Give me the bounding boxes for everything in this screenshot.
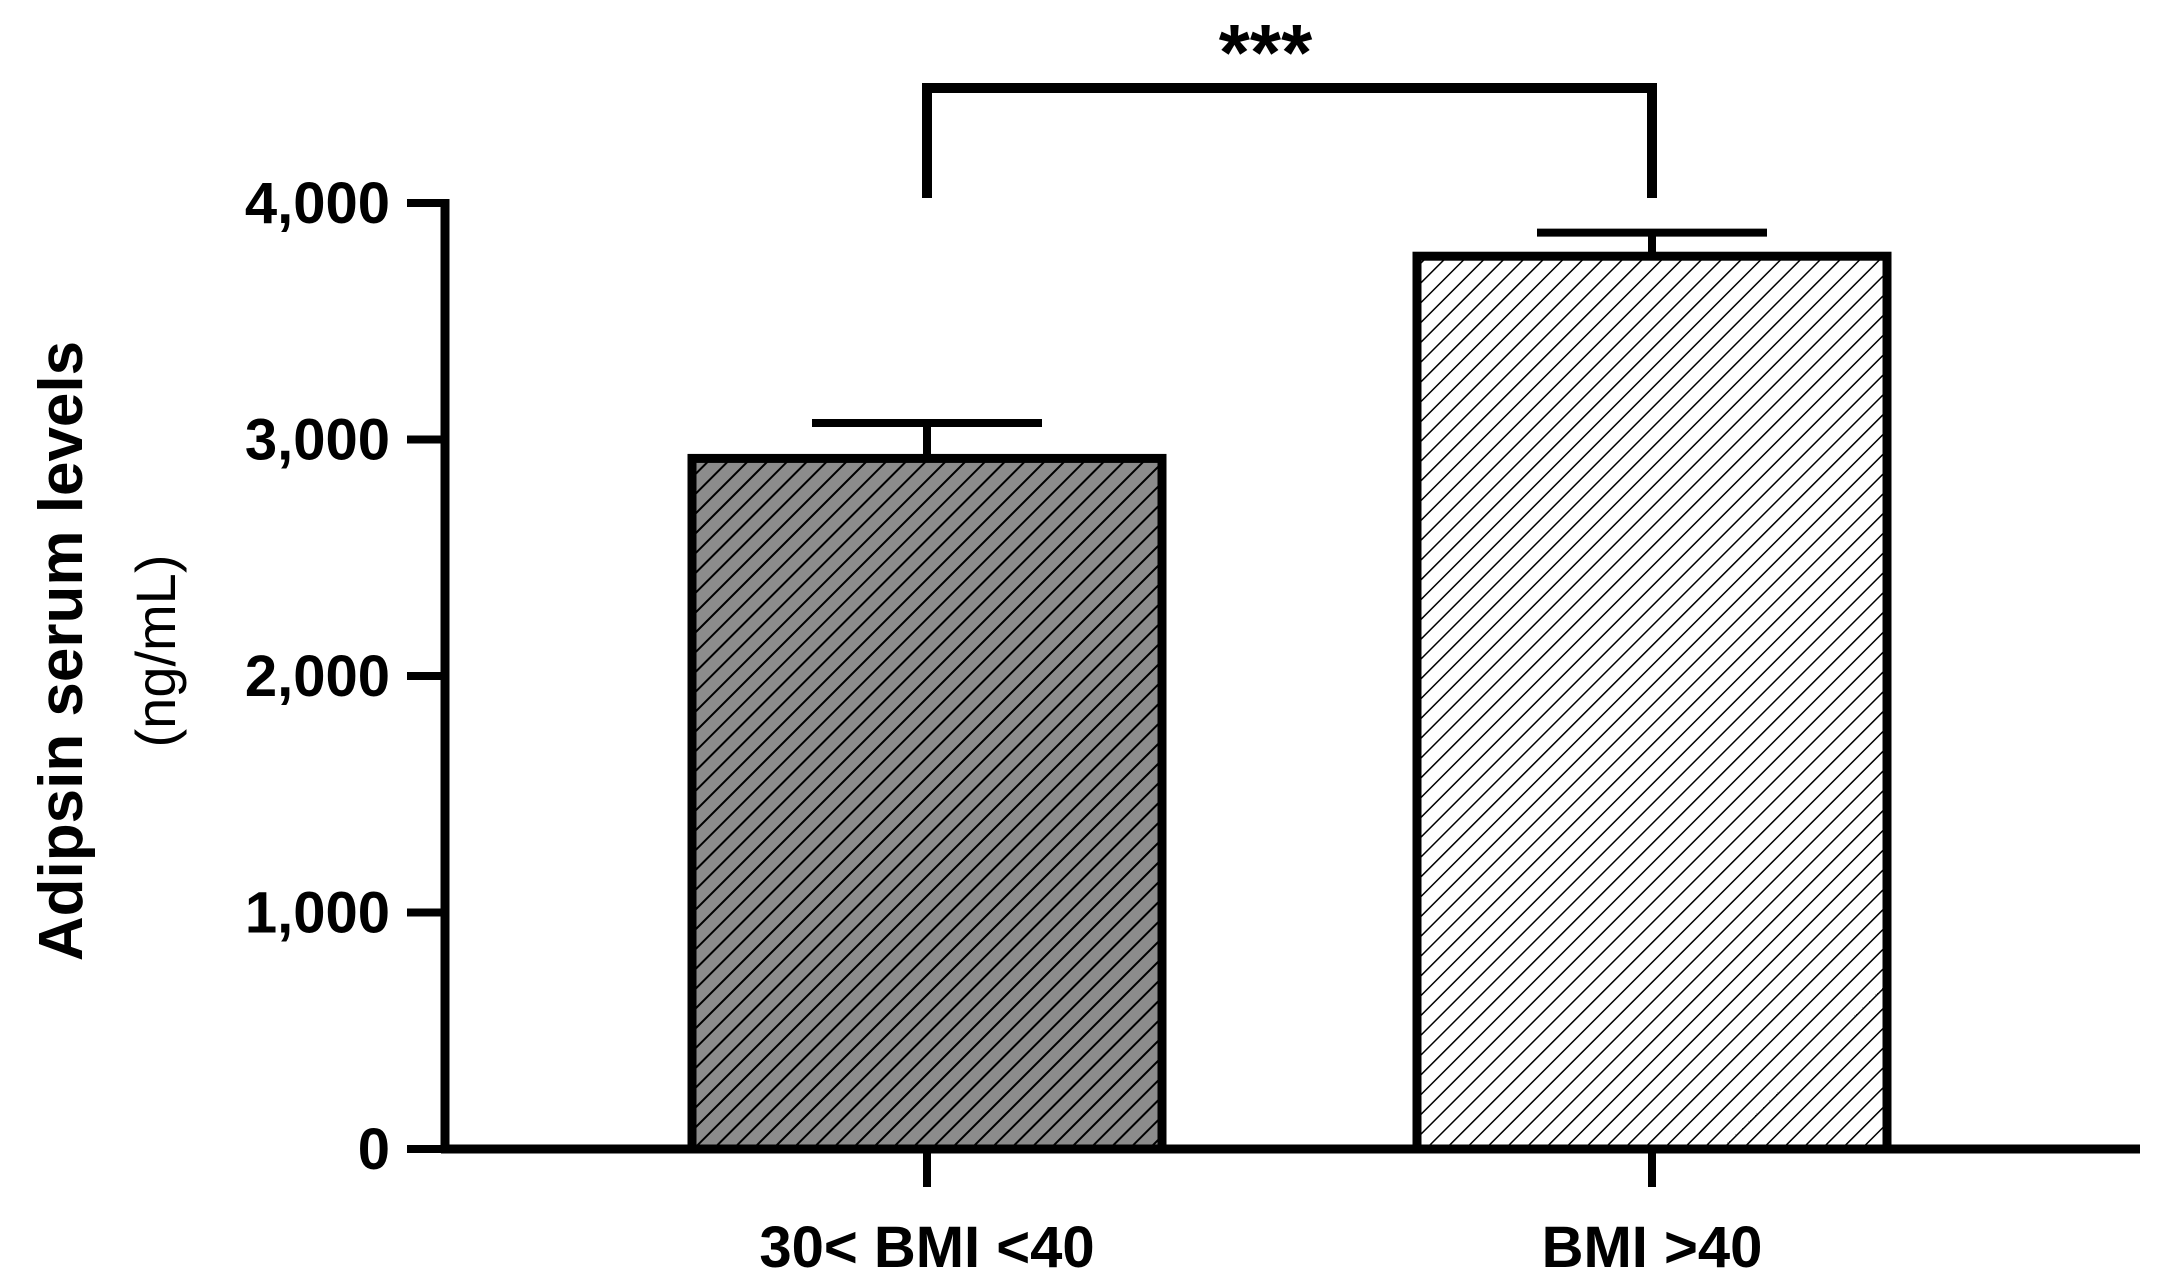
y-axis-unit: (ng/mL) <box>124 555 187 748</box>
y-tick-label-0: 0 <box>358 1117 390 1182</box>
significance-bracket <box>922 83 1657 198</box>
y-tick-label-4: 4,000 <box>245 171 390 236</box>
significance-label: *** <box>1219 8 1313 97</box>
y-tick-label-1: 1,000 <box>245 881 390 946</box>
y-tick-label-3: 3,000 <box>245 408 390 473</box>
plot-area: 30< BMI <40 BMI >40 0 1,000 2,000 3,000 4,000 *… <box>245 8 2140 1280</box>
bar-2 <box>1412 251 1892 1154</box>
x-tick-label-1: 30< BMI <40 <box>759 1215 1094 1280</box>
y-tick-label-2: 2,000 <box>245 644 390 709</box>
x-tick-label-2: BMI >40 <box>1542 1215 1763 1280</box>
y-axis-label: Adipsin serum levels <box>27 341 96 961</box>
y-axis-title: Adipsin serum levels (ng/mL) <box>27 341 187 961</box>
bar-1 <box>687 453 1167 1154</box>
